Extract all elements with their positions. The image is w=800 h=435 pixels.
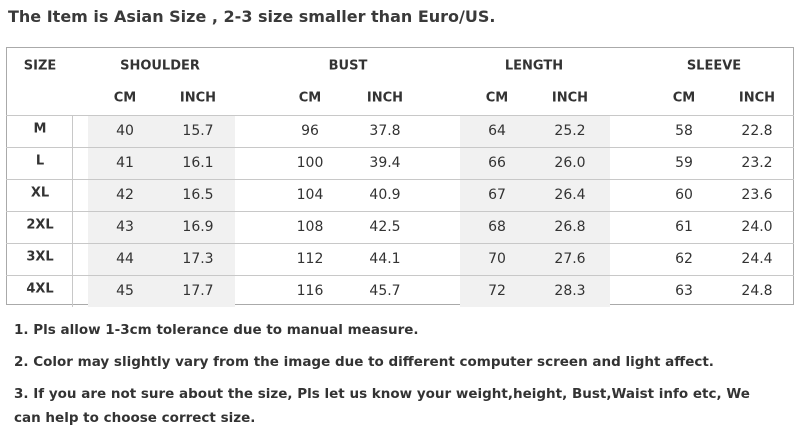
measurement: 15.7	[182, 123, 214, 139]
measurement: 26.4	[554, 187, 586, 203]
measurement: 16.9	[182, 219, 214, 235]
measurement: 42	[116, 187, 134, 203]
note: 3. If you are not sure about the size, P…	[14, 386, 750, 426]
measurement: 44.1	[369, 251, 401, 267]
measurement: 23.6	[741, 187, 773, 203]
size-label: 4XL	[26, 281, 54, 297]
measurement: 43	[116, 219, 134, 235]
size-label: M	[33, 121, 47, 137]
measurement: 60	[675, 187, 693, 203]
unit-header: INCH	[551, 90, 589, 106]
column-divider	[72, 115, 73, 307]
measurement: 96	[301, 123, 319, 139]
measurement: 23.2	[741, 155, 773, 171]
measurement: 40	[116, 123, 134, 139]
measurement: 40.9	[369, 187, 401, 203]
measurement: 24.0	[741, 219, 773, 235]
size-label: XL	[30, 185, 50, 201]
measurement: 58	[675, 123, 693, 139]
size-label: L	[35, 153, 45, 169]
measurement: 39.4	[369, 155, 401, 171]
measurement: 70	[488, 251, 506, 267]
unit-header: INCH	[366, 90, 404, 106]
measurement: 45	[116, 283, 134, 299]
measurement: 26.8	[554, 219, 586, 235]
measurement: 16.5	[182, 187, 214, 203]
measurement: 100	[296, 155, 324, 171]
row-divider	[6, 211, 794, 212]
unit-header: CM	[485, 90, 509, 106]
measurement: 61	[675, 219, 693, 235]
measurement: 62	[675, 251, 693, 267]
title: The Item is Asian Size , 2-3 size smalle…	[8, 7, 496, 26]
size-label: 3XL	[26, 249, 54, 265]
measurement: 17.7	[182, 283, 214, 299]
row-divider	[6, 147, 794, 148]
measurement: 68	[488, 219, 506, 235]
group-header: LENGTH	[504, 58, 564, 74]
measurement: 24.8	[741, 283, 773, 299]
measurement: 116	[296, 283, 324, 299]
measurement: 17.3	[182, 251, 214, 267]
row-divider	[6, 275, 794, 276]
group-header: SIZE	[23, 58, 57, 74]
measurement: 67	[488, 187, 506, 203]
measurement: 112	[296, 251, 324, 267]
measurement: 64	[488, 123, 506, 139]
group-header: SHOULDER	[120, 58, 200, 74]
measurement: 104	[296, 187, 324, 203]
measurement: 108	[296, 219, 324, 235]
measurement: 45.7	[369, 283, 401, 299]
unit-header: INCH	[179, 90, 217, 106]
size-label: 2XL	[26, 217, 54, 233]
measurement: 28.3	[554, 283, 586, 299]
measurement: 16.1	[182, 155, 214, 171]
group-header: BUST	[328, 58, 368, 74]
group-header: SLEEVE	[686, 58, 742, 74]
unit-header: INCH	[738, 90, 776, 106]
row-divider	[6, 179, 794, 180]
measurement: 59	[675, 155, 693, 171]
size-table	[6, 47, 794, 305]
measurement: 26.0	[554, 155, 586, 171]
measurement: 22.8	[741, 123, 773, 139]
unit-header: CM	[298, 90, 322, 106]
measurement: 41	[116, 155, 134, 171]
measurement: 44	[116, 251, 134, 267]
note: 2. Color may slightly vary from the imag…	[14, 354, 714, 370]
measurement: 37.8	[369, 123, 401, 139]
measurement: 42.5	[369, 219, 401, 235]
row-divider	[6, 243, 794, 244]
unit-header: CM	[113, 90, 137, 106]
unit-header: CM	[672, 90, 696, 106]
measurement: 72	[488, 283, 506, 299]
measurement: 66	[488, 155, 506, 171]
row-divider	[6, 115, 794, 116]
measurement: 24.4	[741, 251, 773, 267]
measurement: 63	[675, 283, 693, 299]
note: 1. Pls allow 1-3cm tolerance due to manu…	[14, 322, 419, 338]
measurement: 27.6	[554, 251, 586, 267]
measurement: 25.2	[554, 123, 586, 139]
